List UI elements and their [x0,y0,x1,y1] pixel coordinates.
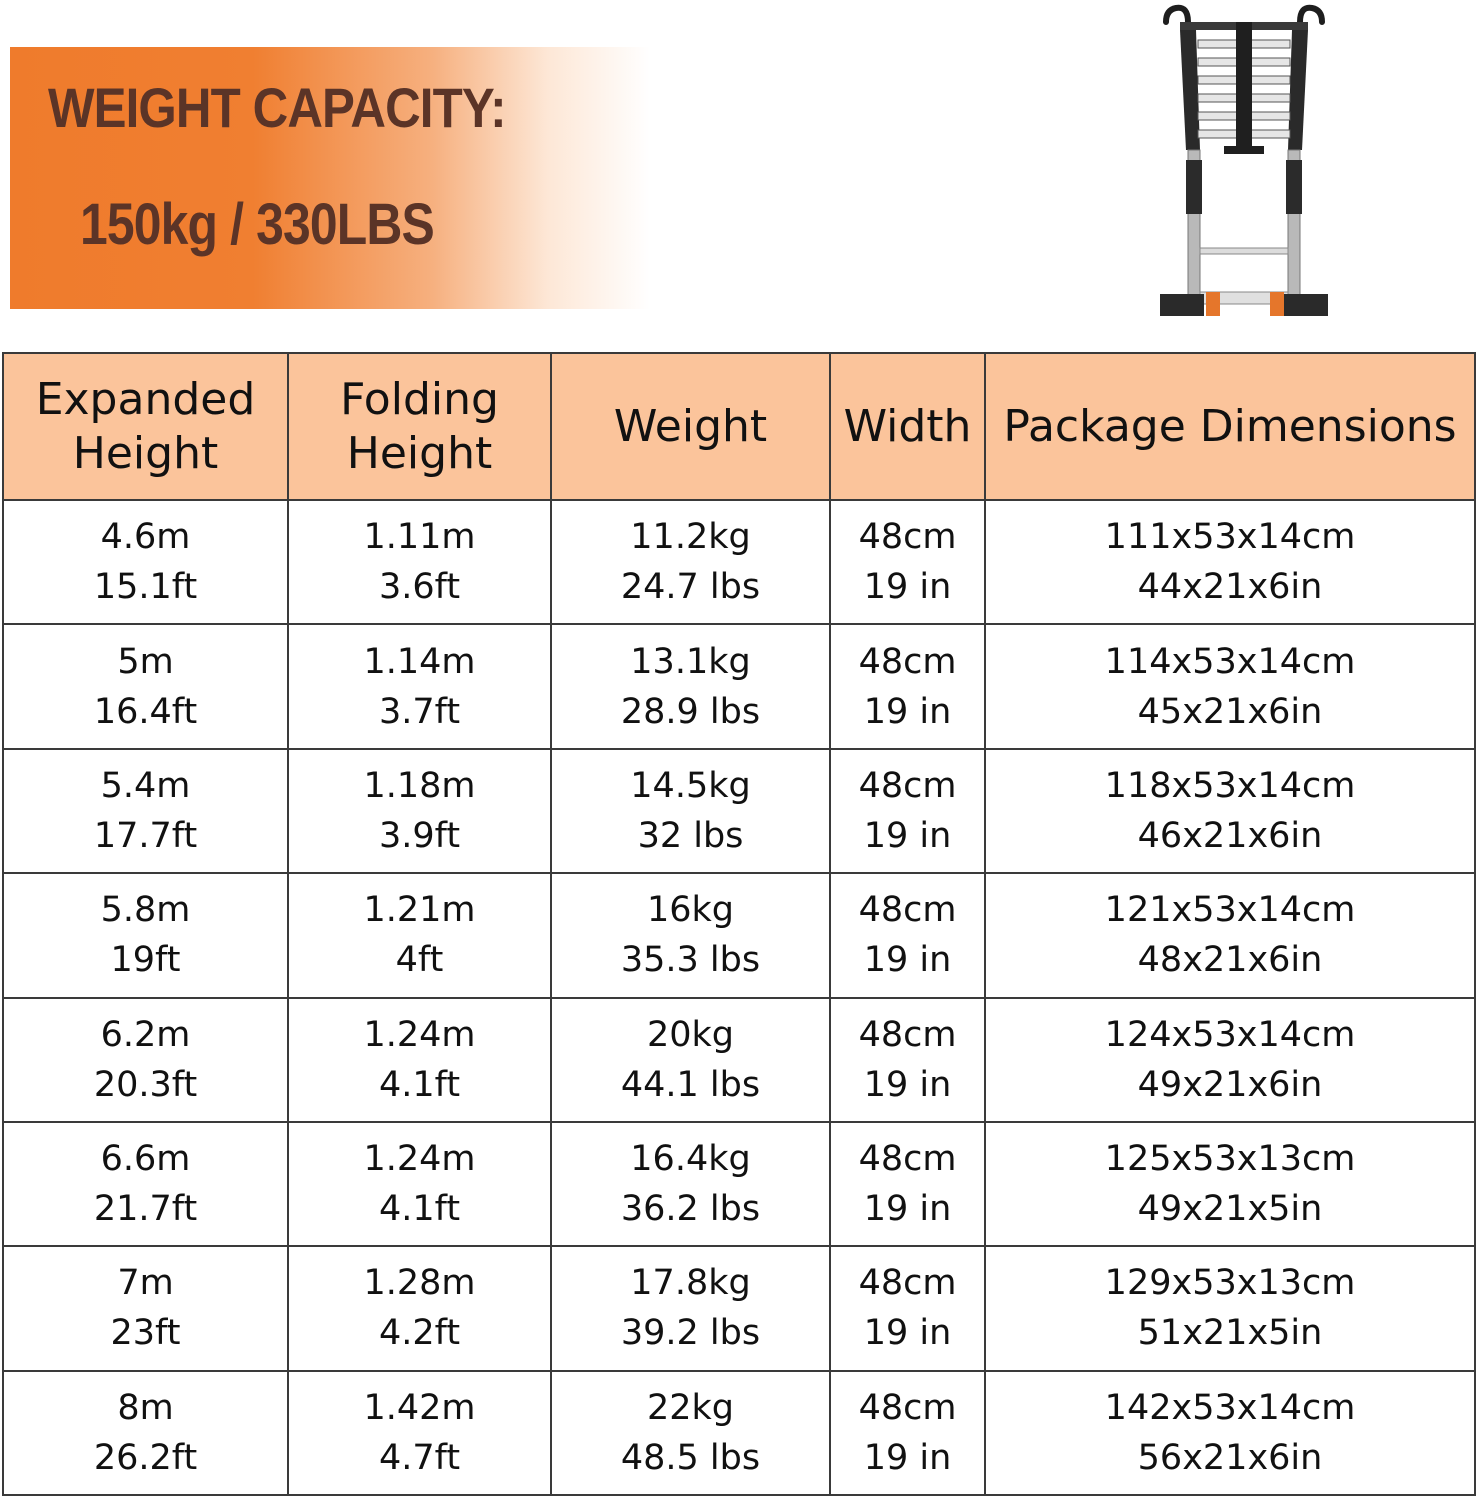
ladder-spec-table: Expanded Height Folding Height Weight Widt… [2,352,1476,1497]
cell-expanded-height: 6.6m 21.7ft [2,1120,289,1248]
cell-folding-height: 1.24m 4.1ft [287,1120,552,1248]
cell-weight: 11.2kg 24.7 lbs [550,498,831,626]
header-width: Width [829,352,986,501]
cell-package-dimensions: 111x53x14cm 44x21x6in [984,498,1476,626]
cell-folding-height: 1.28m 4.2ft [287,1245,552,1372]
cell-width: 48cm 19 in [829,747,986,875]
cell-folding-height: 1.11m 3.6ft [287,498,552,626]
cell-package-dimensions: 124x53x14cm 49x21x6in [984,996,1476,1123]
cell-width: 48cm 19 in [829,1369,986,1497]
banner-title: WEIGHT CAPACITY: [48,76,507,139]
cell-width: 48cm 19 in [829,996,986,1123]
table-row: 7m 23ft 1.28m 4.2ft 17.8kg 39.2 lbs 48cm 19 … [2,1245,1476,1372]
cell-expanded-height: 5.8m 19ft [2,872,289,999]
cell-weight: 16.4kg 36.2 lbs [550,1120,831,1248]
cell-weight: 16kg 35.3 lbs [550,872,831,999]
cell-weight: 22kg 48.5 lbs [550,1369,831,1497]
cell-expanded-height: 5m 16.4ft [2,623,289,750]
cell-package-dimensions: 142x53x14cm 56x21x6in [984,1369,1476,1497]
cell-width: 48cm 19 in [829,498,986,626]
weight-capacity-banner: WEIGHT CAPACITY: 150kg / 330LBS [10,47,650,309]
table-row: 4.6m 15.1ft 1.11m 3.6ft 11.2kg 24.7 lbs 48c… [2,498,1476,626]
table-row: 6.6m 21.7ft 1.24m 4.1ft 16.4kg 36.2 lbs 48c… [2,1120,1476,1248]
cell-width: 48cm 19 in [829,1245,986,1372]
header-weight: Weight [550,352,831,501]
header-folding-height: Folding Height [287,352,552,501]
table-row: 5.4m 17.7ft 1.18m 3.9ft 14.5kg 32 lbs 48cm 1… [2,747,1476,875]
cell-package-dimensions: 121x53x14cm 48x21x6in [984,872,1476,999]
header-package-dimensions: Package Dimensions [984,352,1476,501]
cell-expanded-height: 5.4m 17.7ft [2,747,289,875]
table-row: 5.8m 19ft 1.21m 4ft 16kg 35.3 lbs 48cm 19 in… [2,872,1476,999]
cell-folding-height: 1.42m 4.7ft [287,1369,552,1497]
table-header-row: Expanded Height Folding Height Weight Widt… [2,352,1476,501]
cell-weight: 13.1kg 28.9 lbs [550,623,831,750]
cell-expanded-height: 4.6m 15.1ft [2,498,289,626]
cell-weight: 14.5kg 32 lbs [550,747,831,875]
cell-package-dimensions: 125x53x13cm 49x21x5in [984,1120,1476,1248]
cell-expanded-height: 7m 23ft [2,1245,289,1372]
table-row: 6.2m 20.3ft 1.24m 4.1ft 20kg 44.1 lbs 48cm 1… [2,996,1476,1123]
table-row: 8m 26.2ft 1.42m 4.7ft 22kg 48.5 lbs 48cm 19 … [2,1369,1476,1497]
cell-folding-height: 1.21m 4ft [287,872,552,999]
cell-folding-height: 1.24m 4.1ft [287,996,552,1123]
cell-folding-height: 1.18m 3.9ft [287,747,552,875]
cell-weight: 17.8kg 39.2 lbs [550,1245,831,1372]
banner-capacity-value: 150kg / 330LBS [80,192,435,257]
cell-expanded-height: 6.2m 20.3ft [2,996,289,1123]
cell-expanded-height: 8m 26.2ft [2,1369,289,1497]
cell-width: 48cm 19 in [829,872,986,999]
cell-package-dimensions: 114x53x14cm 45x21x6in [984,623,1476,750]
cell-width: 48cm 19 in [829,623,986,750]
cell-weight: 20kg 44.1 lbs [550,996,831,1123]
telescopic-ladder-icon [1160,4,1328,316]
cell-width: 48cm 19 in [829,1120,986,1248]
cell-package-dimensions: 129x53x13cm 51x21x5in [984,1245,1476,1372]
table-row: 5m 16.4ft 1.14m 3.7ft 13.1kg 28.9 lbs 48cm 1… [2,623,1476,750]
header-expanded-height: Expanded Height [2,352,289,501]
cell-package-dimensions: 118x53x14cm 46x21x6in [984,747,1476,875]
cell-folding-height: 1.14m 3.7ft [287,623,552,750]
